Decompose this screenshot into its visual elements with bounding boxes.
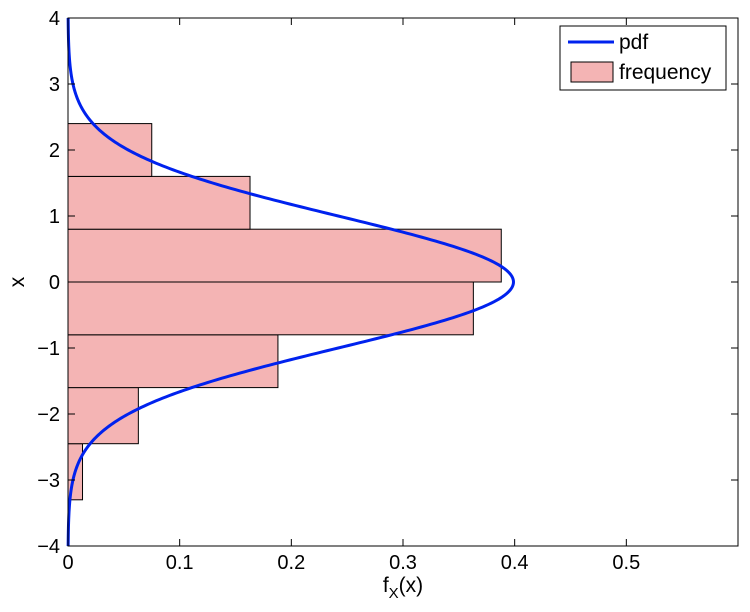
y-tick-label: 4 xyxy=(49,8,60,30)
histogram-bar xyxy=(67,175,251,230)
y-tick-label: −3 xyxy=(37,470,60,492)
x-tick-label: 0.3 xyxy=(389,552,417,574)
x-tick-label: 0.1 xyxy=(166,552,194,574)
y-axis-label: x xyxy=(6,276,29,287)
histogram-bar xyxy=(67,281,474,336)
histogram-bars xyxy=(67,123,502,501)
y-tick-label: −1 xyxy=(37,338,60,360)
histogram-bar xyxy=(67,123,153,177)
x-tick-label: 0.2 xyxy=(277,552,305,574)
x-axis-ticks: 0 0.1 0.2 0.3 0.4 0.5 xyxy=(62,18,640,574)
y-tick-label: 2 xyxy=(49,140,60,162)
y-tick-label: −2 xyxy=(37,404,60,426)
y-tick-label: −4 xyxy=(37,536,60,558)
y-tick-label: 3 xyxy=(49,74,60,96)
x-axis-label: fX(x) xyxy=(383,574,423,602)
x-tick-label: 0 xyxy=(62,552,73,574)
y-tick-label: 0 xyxy=(49,272,60,294)
legend-frequency-swatch xyxy=(570,61,614,83)
pdf-curve xyxy=(66,17,515,547)
x-tick-label: 0.5 xyxy=(612,552,640,574)
legend: pdf frequency xyxy=(559,25,727,91)
y-tick-label: 1 xyxy=(49,206,60,228)
x-tick-label: 0.4 xyxy=(501,552,529,574)
histogram-bar xyxy=(67,334,279,389)
histogram-bar xyxy=(67,228,502,283)
legend-frequency-label: frequency xyxy=(619,61,712,84)
y-axis-ticks: −4 −3 −2 −1 0 1 2 3 4 xyxy=(37,8,738,558)
legend-pdf-label: pdf xyxy=(619,31,648,54)
